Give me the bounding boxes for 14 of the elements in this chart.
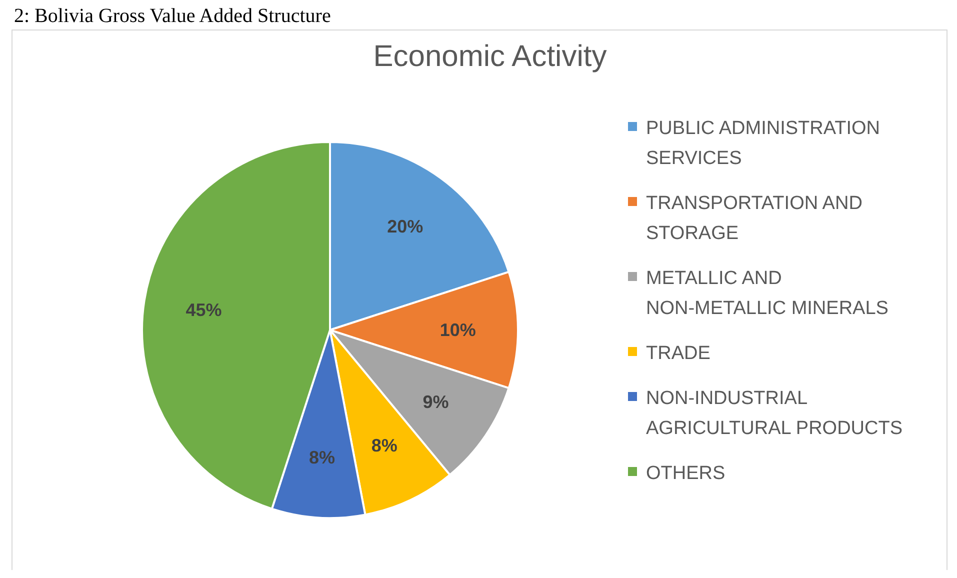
- data-label: 9%: [422, 392, 449, 412]
- legend-label: TRANSPORTATION AND STORAGE: [646, 192, 862, 244]
- data-label: 10%: [440, 320, 476, 340]
- chart-title: Economic Activity: [373, 40, 607, 73]
- legend-label: NON-INDUSTRIAL AGRICULTURAL PRODUCTS: [646, 388, 903, 438]
- data-label: 20%: [387, 216, 424, 237]
- legend-label: TRADE: [646, 342, 710, 364]
- data-label: 8%: [308, 448, 335, 468]
- legend-label: METALLIC AND NON-METALLIC MINERALS: [646, 268, 888, 318]
- legend-label: PUBLIC ADMINISTRATION SERVICES: [646, 118, 880, 168]
- data-label: 8%: [371, 436, 398, 456]
- legend-label: OTHERS: [646, 462, 726, 484]
- text: 2: Bolivia Gross Value Added Structure: [14, 5, 331, 27]
- data-label: 45%: [186, 300, 222, 320]
